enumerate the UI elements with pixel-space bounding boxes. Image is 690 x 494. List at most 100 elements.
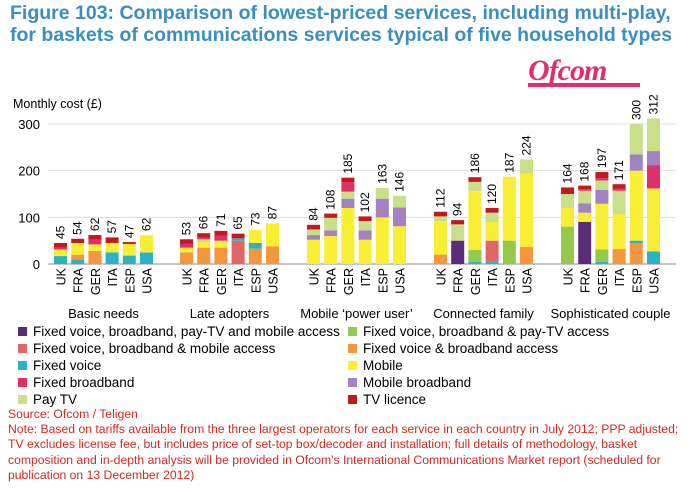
bar-segment-mobile: [122, 243, 136, 256]
bar-segment-tv-licence: [341, 177, 355, 183]
total-label: 163: [375, 164, 389, 184]
legend-item-fixed-voice-bb: Fixed voice & broadband access: [348, 341, 558, 356]
total-label: 168: [578, 161, 592, 181]
group-label: Sophisticated couple: [551, 306, 671, 321]
legend-swatch: [18, 361, 27, 370]
bar-segment-pay-tv: [561, 194, 574, 208]
source-text: Source: Ofcom / Teligen: [8, 407, 138, 421]
bar-segment-mobile: [629, 170, 643, 241]
total-label: 185: [341, 153, 355, 173]
y-tick-label: 300: [18, 117, 40, 132]
total-label: 164: [561, 163, 575, 183]
bar-segment-fixed-broadband: [214, 235, 228, 241]
bar-segment-tv-licence: [485, 208, 499, 213]
country-label: ITA: [232, 267, 246, 286]
bar-segment-mobile: [468, 191, 482, 250]
bar-segment-fixed-voice-bb: [520, 246, 533, 264]
bar-segment-tv-licence: [561, 187, 574, 194]
total-label: 87: [266, 206, 280, 220]
total-label: 71: [214, 213, 228, 227]
total-label: 73: [248, 212, 262, 226]
bar-segment-fixed-voice-bb: [180, 252, 193, 264]
total-label: 171: [612, 160, 626, 180]
bar-segment-fixed-voice-bb: [434, 254, 447, 264]
bar-segment-tv-licence: [122, 242, 136, 244]
country-label: UK: [562, 267, 576, 285]
legend-swatch: [18, 378, 27, 387]
bar-segment-fixed-voice-bb-paytv: [468, 250, 482, 262]
bar-segment-fixed-voice: [629, 240, 643, 243]
country-label: ESP: [249, 268, 263, 293]
notes: Source: Ofcom / Teligen Note: Based on t…: [8, 407, 688, 483]
bar-segment-mobile-broadband: [578, 203, 592, 213]
country-label: UK: [435, 267, 449, 285]
total-label: 197: [595, 148, 609, 168]
total-label: 53: [180, 222, 194, 236]
bar-segment-fixed-voice-bb-paytv: [502, 240, 516, 264]
country-label: USA: [141, 267, 155, 293]
title-line-1: Figure 103: Comparison of lowest-priced …: [10, 2, 671, 24]
country-label: FRA: [452, 267, 466, 293]
bar-segment-mobile: [358, 239, 372, 264]
bar-segment-mobile: [341, 208, 355, 264]
total-label: 186: [468, 153, 482, 173]
bar-segment-fixed-voice: [105, 252, 119, 264]
total-label: 54: [71, 221, 85, 235]
country-label: ITA: [359, 267, 373, 286]
bar-segment-tv-licence: [105, 237, 119, 243]
country-label: GER: [469, 268, 483, 295]
bar-segment-tv-licence: [180, 239, 193, 244]
bar-segment-fixed-broadband: [88, 239, 102, 245]
bar-segment-mobile: [393, 226, 406, 264]
bar-segment-mobile: [54, 249, 67, 257]
country-label: ITA: [486, 267, 500, 286]
bar-segment-mobile: [595, 203, 609, 250]
legend-item-fixed-voice-bb-paytv-mobile: Fixed voice, broadband, pay-TV and mobil…: [18, 324, 340, 339]
figure-title: Figure 103: Comparison of lowest-priced …: [10, 2, 672, 46]
bar-segment-mobile: [197, 242, 211, 248]
bar-segment-pay-tv: [341, 191, 355, 199]
bar-segment-tv-licence: [578, 185, 592, 190]
country-label: GER: [596, 268, 610, 295]
bar-segment-fixed-voice: [468, 261, 482, 264]
bar-segment-fixed-voice: [595, 261, 609, 264]
y-tick-label: 0: [33, 257, 40, 272]
bar-segment-mobile-broadband: [393, 207, 406, 227]
bar-segment-fixed-voice-bb-paytv: [561, 226, 574, 264]
country-label: GER: [215, 268, 229, 295]
bar-segment-tv-licence: [468, 177, 482, 182]
bar-segment-fixed-voice: [122, 255, 136, 264]
bar-segment-pay-tv: [595, 180, 609, 190]
total-label: 57: [105, 220, 119, 234]
total-label: 108: [324, 189, 338, 209]
country-label: ESP: [630, 268, 644, 293]
bar-segment-mobile-broadband: [324, 230, 338, 236]
group-label: Late adopters: [190, 306, 270, 321]
legend-label: Fixed voice, broadband & mobile access: [33, 341, 276, 356]
country-label: ESP: [123, 268, 137, 293]
legend-item-pay-tv: Pay TV: [18, 392, 77, 407]
total-label: 112: [434, 188, 448, 207]
bar-segment-tv-licence: [434, 211, 447, 217]
legend-item-mobile-broadband: Mobile broadband: [348, 375, 471, 390]
bar-segment-tv-licence: [358, 216, 372, 222]
country-label: USA: [648, 267, 662, 293]
total-label: 47: [122, 224, 136, 238]
bar-segment-fixed-voice-bb: [266, 246, 279, 264]
legend-item-fixed-voice-bb-mobile: Fixed voice, broadband & mobile access: [18, 341, 275, 356]
bar-segment-mobile: [140, 235, 153, 253]
bar-segment-mobile-broadband: [647, 151, 660, 166]
bar-segment-mobile-broadband: [375, 198, 389, 218]
bar-segment-pay-tv: [647, 118, 660, 152]
group-label: Basic needs: [68, 306, 139, 321]
country-label: UK: [55, 267, 69, 285]
legend-label: Pay TV: [33, 392, 78, 407]
bar-segment-mobile: [502, 176, 516, 241]
bar-segment-mobile: [375, 217, 389, 264]
legend-label: TV licence: [363, 392, 427, 407]
bar-segment-fixed-voice-bb-paytv-mobile: [578, 222, 592, 264]
bar-segment-mobile-broadband: [341, 198, 355, 208]
country-label: FRA: [325, 267, 339, 293]
bar-segment-mobile: [434, 221, 447, 255]
total-label: 120: [485, 184, 499, 204]
